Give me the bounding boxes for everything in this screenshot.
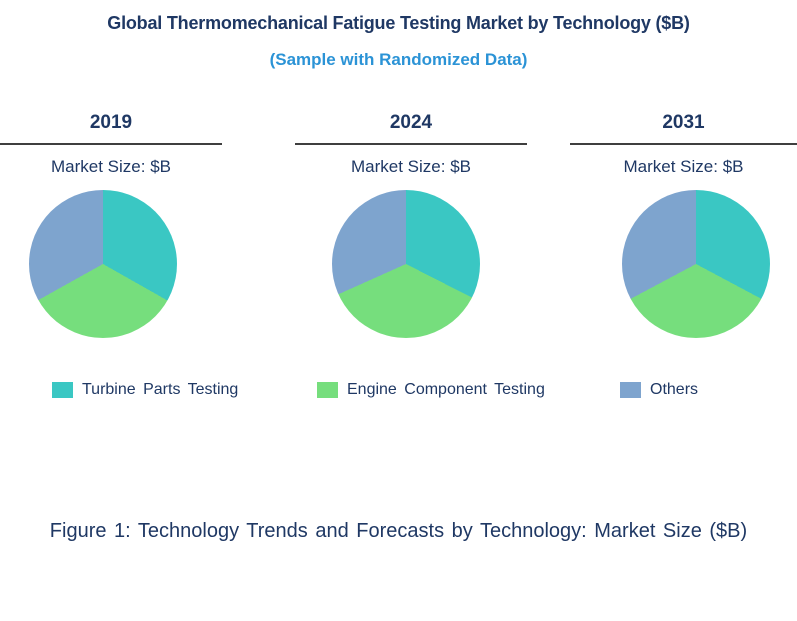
year-header-2019: 2019 (0, 112, 222, 145)
metric-label-2031: Market Size: $B (623, 157, 744, 176)
legend-label: Others (650, 381, 699, 398)
year-header-2031: 2031 (570, 112, 797, 145)
legend-swatch-blue (620, 382, 641, 398)
pie-chart-2031 (622, 190, 770, 338)
metric-label-2024: Market Size: $B (351, 157, 471, 176)
year-column-2019: 2019 Market Size: $B (0, 112, 222, 177)
pie-chart-2019 (29, 190, 177, 338)
legend-item-turbine-parts-testing: Turbine Parts Testing (52, 380, 238, 400)
legend-label: Engine Component Testing (347, 381, 545, 398)
year-header-2024: 2024 (295, 112, 527, 145)
year-column-2024: 2024 Market Size: $B (295, 112, 527, 177)
legend-label: Turbine Parts Testing (82, 381, 239, 398)
chart-subtitle: (Sample with Randomized Data) (269, 50, 528, 69)
year-column-2031: 2031 Market Size: $B (570, 112, 797, 177)
pie-chart-2024 (332, 190, 480, 338)
legend-item-others: Others (620, 380, 698, 400)
chart-title: Global Thermomechanical Fatigue Testing … (107, 13, 690, 33)
figure-caption: Figure 1: Technology Trends and Forecast… (49, 520, 748, 542)
metric-label-2019: Market Size: $B (51, 157, 171, 176)
legend-item-engine-component-testing: Engine Component Testing (317, 380, 545, 400)
legend-swatch-teal (52, 382, 73, 398)
legend-swatch-green (317, 382, 338, 398)
